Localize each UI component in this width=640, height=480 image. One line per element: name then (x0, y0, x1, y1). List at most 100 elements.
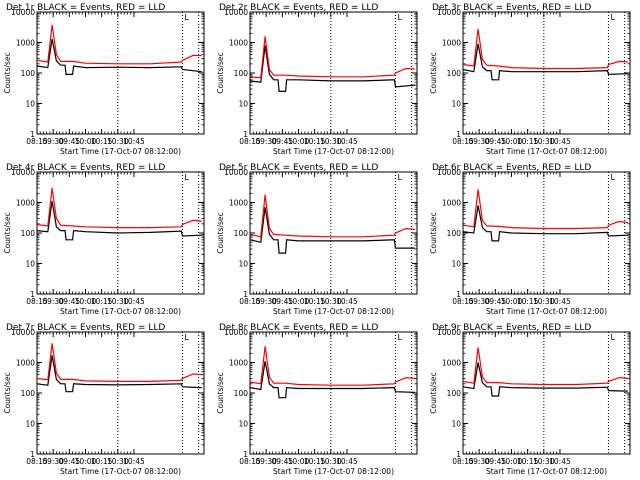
y-axis-label: Counts/sec (3, 372, 12, 413)
series-line-lld (36, 24, 202, 65)
series-line-events (249, 45, 415, 92)
x-tick-label: 08:15 (26, 457, 48, 466)
y-tick-label: 1 (456, 450, 461, 459)
panel-title: Det 9r BLACK = Events, RED = LLD (432, 323, 591, 333)
x-tick-label: 09:30 (255, 297, 277, 306)
x-tick-label: 08:15 (26, 297, 48, 306)
y-tick-label: 10 (25, 260, 35, 269)
x-tick-label: 10:45 (123, 297, 145, 306)
x-tick-label: 10:30 (533, 297, 555, 306)
x-tick-label: 08:15 (239, 297, 261, 306)
y-tick-label: 10 (25, 100, 35, 109)
plot-frame (36, 11, 205, 135)
series-line-events (36, 38, 202, 75)
x-tick-label: 09:45 (272, 297, 294, 306)
y-tick-label: 10000 (224, 328, 248, 337)
x-tick-label: 10:00 (501, 137, 523, 146)
series-line-lld (36, 343, 202, 382)
plot-frame (249, 331, 418, 455)
x-tick-label: 10:15 (304, 457, 326, 466)
x-tick-label: 09:45 (59, 137, 81, 146)
x-tick-label: 09:30 (255, 457, 277, 466)
y-tick-label: 100 (234, 229, 249, 238)
y-axis-label: Counts/sec (3, 212, 12, 253)
y-tick-label: 10 (451, 260, 461, 269)
x-tick-label: 09:30 (468, 137, 490, 146)
series-line-lld (249, 36, 415, 79)
x-tick-label: 10:00 (75, 137, 97, 146)
y-tick-label: 100 (447, 69, 462, 78)
y-tick-label: 1 (243, 290, 248, 299)
panel-det-3: Det 3r BLACK = Events, RED = LLD 1 10 100 10… (429, 3, 631, 156)
x-tick-label: 10:15 (517, 457, 539, 466)
y-tick-label: 100 (447, 389, 462, 398)
x-tick-label: 09:30 (255, 137, 277, 146)
x-tick-label: 10:45 (336, 297, 358, 306)
x-axis-label: Start Time (17-Oct-07 08:12:00) (60, 467, 181, 476)
panel-title: Det 6r BLACK = Events, RED = LLD (432, 163, 591, 173)
x-axis-label: Start Time (17-Oct-07 08:12:00) (273, 307, 394, 316)
y-tick-label: 10000 (11, 8, 35, 17)
y-tick-label: 1000 (16, 199, 35, 208)
y-axis-label: Counts/sec (216, 52, 225, 93)
x-tick-label: 10:00 (75, 457, 97, 466)
x-tick-label: 10:15 (304, 137, 326, 146)
y-tick-label: 1000 (16, 39, 35, 48)
series-line-lld (36, 187, 202, 229)
y-tick-label: 1000 (229, 199, 248, 208)
panel-title: Det 4r BLACK = Events, RED = LLD (6, 163, 165, 173)
x-tick-label: 10:45 (549, 297, 571, 306)
y-tick-label: 10 (238, 260, 248, 269)
y-tick-label: 100 (234, 389, 249, 398)
y-axis-label: Counts/sec (3, 52, 12, 93)
x-axis-label: Start Time (17-Oct-07 08:12:00) (60, 147, 181, 156)
x-tick-label: 09:45 (272, 137, 294, 146)
x-tick-label: 10:45 (336, 457, 358, 466)
x-tick-label: 10:30 (533, 457, 555, 466)
panel-title: Det 8r BLACK = Events, RED = LLD (219, 323, 378, 333)
y-tick-label: 100 (21, 389, 36, 398)
series-line-lld (249, 346, 415, 386)
x-tick-label: 10:00 (288, 457, 310, 466)
series-line-events (462, 205, 628, 242)
plot-frame (249, 171, 418, 295)
y-axis-label: Counts/sec (216, 372, 225, 413)
series-line-lld (249, 194, 415, 238)
x-tick-label: 09:45 (485, 137, 507, 146)
panel-det-2: Det 2r BLACK = Events, RED = LLD 1 10 100 10… (216, 3, 418, 156)
y-tick-label: 10000 (437, 168, 461, 177)
y-tick-label: 100 (447, 229, 462, 238)
y-tick-label: 1 (30, 290, 35, 299)
x-axis-label: Start Time (17-Oct-07 08:12:00) (486, 467, 607, 476)
y-tick-label: 10 (238, 100, 248, 109)
y-tick-label: 1000 (229, 39, 248, 48)
x-tick-label: 09:30 (42, 297, 64, 306)
y-tick-label: 1000 (442, 359, 461, 368)
x-tick-label: 10:30 (320, 137, 342, 146)
corner-mark: L (184, 13, 189, 22)
panel-title: Det 5r BLACK = Events, RED = LLD (219, 163, 378, 173)
y-tick-label: 1000 (229, 359, 248, 368)
y-tick-label: 1 (456, 290, 461, 299)
panel-title: Det 7r BLACK = Events, RED = LLD (6, 323, 165, 333)
y-tick-label: 1000 (442, 199, 461, 208)
y-tick-label: 10000 (437, 8, 461, 17)
series-line-events (36, 201, 202, 241)
plot-frame (462, 11, 631, 135)
y-tick-label: 1 (30, 450, 35, 459)
y-axis-label: Counts/sec (216, 212, 225, 253)
y-tick-label: 1 (456, 130, 461, 139)
corner-mark: L (184, 333, 189, 342)
x-axis-label: Start Time (17-Oct-07 08:12:00) (486, 147, 607, 156)
corner-mark: L (610, 13, 615, 22)
series-line-events (36, 355, 202, 393)
series-line-lld (462, 189, 628, 230)
series-line-events (249, 207, 415, 254)
y-tick-label: 100 (234, 69, 249, 78)
x-tick-label: 10:00 (501, 297, 523, 306)
series-line-lld (462, 347, 628, 386)
y-axis-label: Counts/sec (429, 52, 438, 93)
x-tick-label: 10:45 (549, 137, 571, 146)
panel-det-1: Det 1r BLACK = Events, RED = LLD 1 10 100 10… (3, 3, 205, 156)
